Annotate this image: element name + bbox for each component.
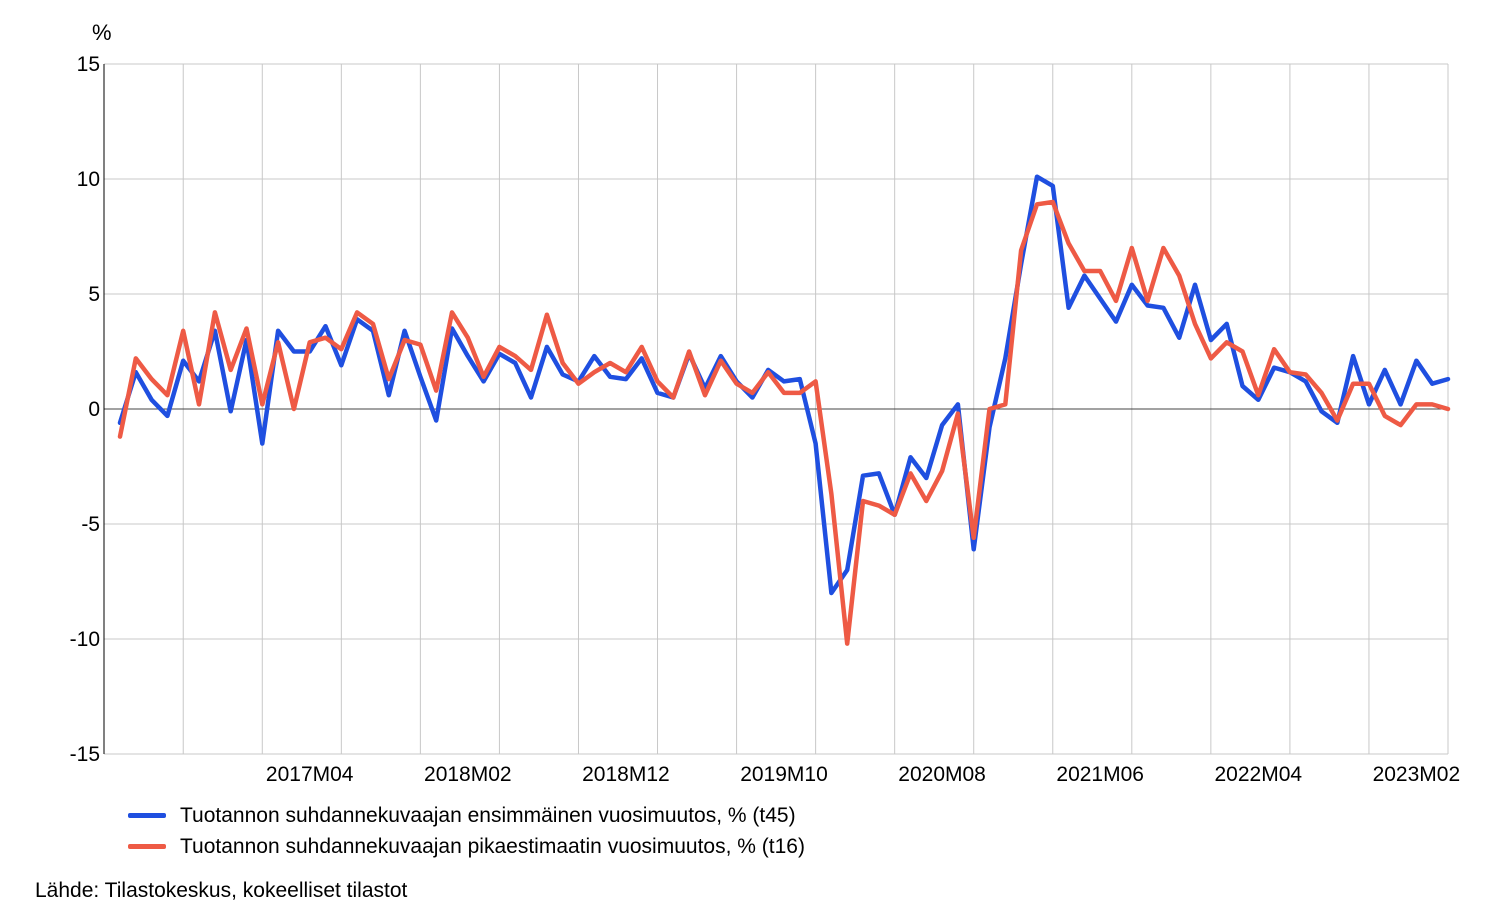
x-tick-label: 2019M10 [740, 763, 828, 786]
x-tick-label: 2018M12 [582, 763, 670, 786]
legend-item-series-1: Tuotannon suhdannekuvaajan ensimmäinen v… [128, 800, 805, 831]
y-tick-label: 10 [77, 168, 100, 191]
x-tick-label: 2023M02 [1373, 763, 1461, 786]
x-tick-label: 2018M02 [424, 763, 512, 786]
x-axis-tick-labels: 2017M04 2018M02 2018M12 2019M10 2020M08 2021M… [266, 763, 1460, 786]
y-tick-label: 5 [88, 283, 100, 306]
series-line-2 [117, 199, 1451, 646]
line-chart: 15 10 5 0 -5 -10 -15 2017M04 2018M02 2018M12 2019… [70, 53, 1461, 786]
y-axis-unit-label: % [92, 20, 112, 45]
legend-label-series-2: Tuotannon suhdannekuvaajan pikaestimaati… [180, 834, 805, 858]
legend: Tuotannon suhdannekuvaajan ensimmäinen v… [128, 800, 805, 862]
series-lines [117, 174, 1451, 646]
x-tick-label: 2021M06 [1056, 763, 1144, 786]
y-tick-label: -10 [70, 628, 100, 651]
y-axis-tick-labels: 15 10 5 0 -5 -10 -15 [70, 53, 100, 766]
legend-item-series-2: Tuotannon suhdannekuvaajan pikaestimaati… [128, 831, 805, 862]
legend-swatch-series-1 [128, 813, 166, 818]
series-line-1 [117, 174, 1451, 596]
y-tick-label: -15 [70, 743, 100, 766]
x-tick-label: 2022M04 [1214, 763, 1302, 786]
source-note: Lähde: Tilastokeskus, kokeelliset tilast… [35, 879, 408, 902]
legend-swatch-series-2 [128, 844, 166, 849]
y-tick-label: -5 [81, 513, 100, 536]
grid-lines [103, 63, 1449, 755]
legend-label-series-1: Tuotannon suhdannekuvaajan ensimmäinen v… [180, 803, 796, 827]
x-tick-label: 2017M04 [266, 763, 354, 786]
y-tick-label: 0 [88, 398, 100, 421]
y-tick-label: 15 [77, 53, 100, 76]
x-tick-label: 2020M08 [898, 763, 986, 786]
